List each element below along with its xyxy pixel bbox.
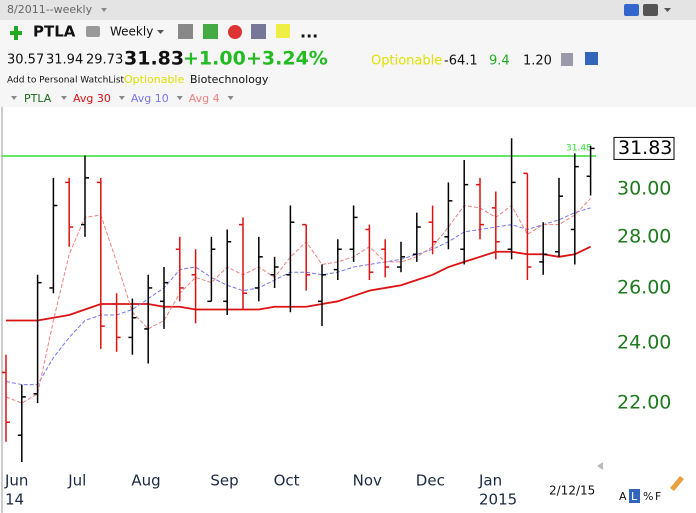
save-icon[interactable] xyxy=(585,52,598,65)
change: +1.00 xyxy=(183,48,246,70)
y-tick-label: 26.00 xyxy=(617,276,671,298)
layout-title[interactable]: 8/2011--weekly xyxy=(7,3,93,16)
icon[interactable] xyxy=(561,53,573,66)
icon[interactable] xyxy=(178,24,193,39)
scroll-arrow[interactable] xyxy=(597,462,603,470)
price-box-label: 31.83 xyxy=(618,137,672,159)
legend-symbol[interactable]: PTLA xyxy=(24,92,52,105)
top-bar xyxy=(0,0,696,20)
more-button[interactable]: ... xyxy=(300,23,318,42)
x-tick-label: Nov xyxy=(353,472,382,490)
header-area xyxy=(0,20,696,107)
industry: Biotechnology xyxy=(190,73,269,86)
footer-button[interactable]: % xyxy=(643,490,653,503)
period[interactable]: Weekly xyxy=(110,25,153,39)
icon[interactable] xyxy=(228,25,242,39)
footer-button[interactable]: A xyxy=(619,490,627,503)
dropdown-arrow[interactable] xyxy=(101,8,107,12)
dropdown-arrow[interactable] xyxy=(176,96,183,100)
legend-entry[interactable]: Avg 4 xyxy=(189,92,220,105)
dropdown-arrow[interactable] xyxy=(118,96,125,100)
footer-button[interactable]: F xyxy=(655,490,661,503)
optionable: Optionable xyxy=(124,73,184,86)
x-tick-label: Aug xyxy=(131,472,160,490)
stat: -64.1 xyxy=(444,54,478,69)
dropdown-arrow[interactable] xyxy=(61,96,67,100)
x-tick-label: Oct xyxy=(274,472,300,490)
price-box xyxy=(613,136,675,160)
y-tick-label: 30.00 xyxy=(617,178,671,200)
dropdown-arrow[interactable] xyxy=(664,8,671,12)
x-tick-label: Jun xyxy=(4,472,28,490)
watchlist-link[interactable]: Add to Personal WatchList xyxy=(7,76,125,86)
x-year-label: 14 xyxy=(5,491,24,509)
last-date: 2/12/15 xyxy=(549,484,595,498)
stat: 9.4 xyxy=(489,54,510,69)
dropdown-arrow[interactable] xyxy=(11,96,17,100)
dropdown-arrow[interactable] xyxy=(227,96,234,100)
icon[interactable] xyxy=(251,24,266,39)
x-tick-label: Dec xyxy=(416,472,445,490)
dropdown-arrow[interactable] xyxy=(157,30,164,34)
icon[interactable] xyxy=(624,4,639,16)
open-price: 30.57 xyxy=(7,53,44,68)
low-price: 29.73 xyxy=(86,53,123,68)
icon[interactable] xyxy=(203,24,218,39)
optionable: Optionable xyxy=(371,54,442,69)
y-tick-label: 24.00 xyxy=(617,332,671,354)
icon[interactable] xyxy=(643,4,658,16)
x-tick-label: Jan xyxy=(478,472,502,490)
footer-button[interactable]: L xyxy=(631,490,638,503)
moving-average xyxy=(5,207,591,386)
chart-area xyxy=(2,107,696,513)
x-tick-label: Jul xyxy=(67,472,86,490)
last-price: 31.83 xyxy=(124,48,184,70)
moving-average xyxy=(6,245,591,322)
y-tick-label: 28.00 xyxy=(617,225,671,247)
change-pct: +3.24% xyxy=(246,48,328,70)
icon[interactable] xyxy=(86,26,100,37)
symbol[interactable]: PTLA xyxy=(33,23,76,41)
high-price: 31.94 xyxy=(46,53,83,68)
x-year-label: 2015 xyxy=(479,491,517,509)
legend-entry[interactable]: Avg 30 xyxy=(73,92,111,105)
add-icon[interactable] xyxy=(10,26,22,40)
y-tick-label: 22.00 xyxy=(617,392,671,414)
button-bg[interactable] xyxy=(629,489,640,503)
legend-entry[interactable]: Avg 10 xyxy=(131,92,169,105)
moving-average xyxy=(5,198,591,404)
stat: 1.20 xyxy=(523,54,552,69)
pencil-icon[interactable] xyxy=(670,476,684,491)
icon[interactable] xyxy=(276,24,290,38)
level-label: 31.48 xyxy=(566,144,592,154)
x-tick-label: Sep xyxy=(210,472,238,490)
